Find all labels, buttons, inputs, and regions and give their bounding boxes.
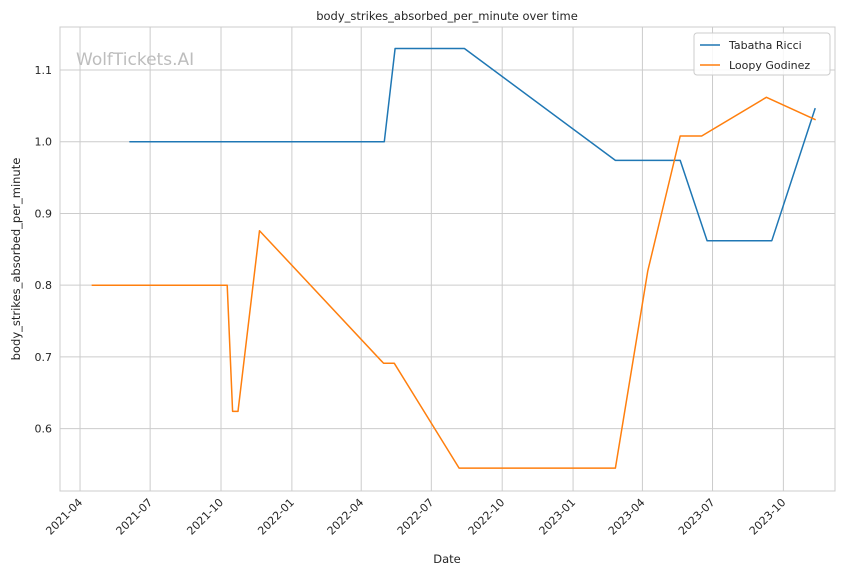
watermark: WolfTickets.AI (76, 50, 194, 70)
plot-frame (59, 26, 836, 492)
legend-label: Loopy Godinez (729, 59, 810, 72)
legend-label: Tabatha Ricci (728, 39, 802, 52)
y-tick-label: 0.7 (35, 351, 53, 364)
legend: Tabatha Ricci Loopy Godinez (693, 32, 831, 76)
y-tick-label: 1.0 (35, 136, 53, 149)
series-line-1 (91, 96, 816, 469)
legend-box (693, 32, 831, 76)
y-tick-label: 0.9 (35, 207, 53, 220)
chart-title: body_strikes_absorbed_per_minute over ti… (316, 9, 578, 23)
y-tick-label: 1.1 (35, 64, 53, 77)
series-line-0 (129, 47, 816, 242)
x-axis-label: Date (433, 552, 461, 566)
series-lines (91, 47, 816, 469)
y-tick-labels: 0.6 0.7 0.8 0.9 1.0 1.1 (35, 64, 53, 436)
y-axis-label: body_strikes_absorbed_per_minute (9, 158, 23, 361)
y-tick-label: 0.8 (35, 279, 53, 292)
y-tick-label: 0.6 (35, 423, 53, 436)
